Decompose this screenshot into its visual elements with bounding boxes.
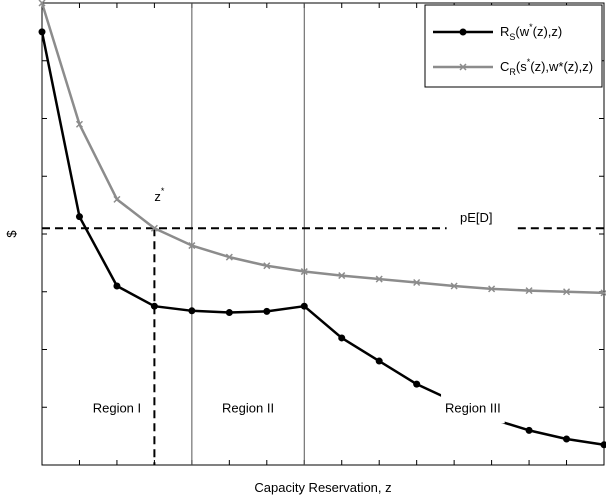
pe-label: pE[D] bbox=[460, 210, 493, 225]
pe-line-group bbox=[42, 227, 604, 465]
series-2-line bbox=[40, 2, 605, 295]
series-2-point-9 bbox=[375, 275, 383, 283]
zstar-sup: * bbox=[161, 186, 165, 196]
series-1-point-9 bbox=[375, 357, 383, 365]
region-labels: Region I Region II Region III bbox=[88, 392, 505, 424]
series-1-point-14 bbox=[563, 435, 571, 443]
region-dividers bbox=[191, 3, 305, 465]
series-1-point-7 bbox=[300, 302, 308, 310]
series-1-point-0 bbox=[38, 28, 46, 36]
series-2-point-2 bbox=[113, 195, 121, 203]
series-1-point-13 bbox=[525, 426, 533, 434]
series-1-point-1 bbox=[75, 213, 83, 221]
region-label-bg-2 bbox=[218, 392, 279, 424]
region-label-1: Region I bbox=[93, 400, 141, 415]
legend-marker-series-1 bbox=[459, 28, 467, 36]
legend: RS(w*(z),z) CR(s*(z),w*(z),z) bbox=[424, 4, 603, 88]
series-1-point-3 bbox=[150, 302, 158, 310]
region-label-bg-3 bbox=[441, 392, 505, 424]
series-2-point-12 bbox=[488, 285, 496, 293]
region-label-2: Region II bbox=[222, 400, 274, 415]
x-axis-label: Capacity Reservation, z bbox=[254, 480, 391, 495]
series-2-point-7 bbox=[300, 268, 308, 276]
series-1-point-10 bbox=[413, 380, 421, 388]
series-2-point-11 bbox=[450, 282, 458, 290]
legend-box bbox=[424, 4, 603, 88]
series-2-point-3 bbox=[150, 224, 158, 232]
series-2-point-13 bbox=[525, 287, 533, 295]
zstar-label: z* bbox=[154, 186, 165, 204]
region-label-3: Region III bbox=[445, 400, 501, 415]
y-axis-label: $ bbox=[4, 230, 19, 238]
series-2-point-5 bbox=[225, 253, 233, 261]
series-1-point-2 bbox=[113, 282, 121, 290]
series-1-point-4 bbox=[188, 307, 196, 315]
legend-marker-series-2 bbox=[459, 63, 467, 71]
series-2-point-14 bbox=[563, 288, 571, 296]
series-1-point-5 bbox=[225, 309, 233, 317]
series-2 bbox=[38, 0, 606, 297]
series-1-point-6 bbox=[263, 307, 271, 315]
series-2-point-0 bbox=[38, 0, 46, 7]
series-2-point-4 bbox=[188, 242, 196, 250]
legend-label-series-1: RS(w*(z),z) bbox=[500, 22, 562, 42]
series-2-point-1 bbox=[75, 120, 83, 128]
zstar-main: z bbox=[154, 189, 161, 204]
series-1-point-8 bbox=[338, 334, 346, 342]
series-1-line bbox=[40, 31, 605, 447]
region-label-bg-1 bbox=[88, 392, 146, 424]
series-2-point-15 bbox=[600, 289, 606, 297]
series-2-point-10 bbox=[413, 278, 421, 287]
series-2-point-6 bbox=[263, 262, 271, 270]
series-1-point-15 bbox=[600, 441, 606, 449]
legend-label-series-2: CR(s*(z),w*(z),z) bbox=[500, 57, 593, 77]
series-2-point-8 bbox=[338, 272, 346, 280]
